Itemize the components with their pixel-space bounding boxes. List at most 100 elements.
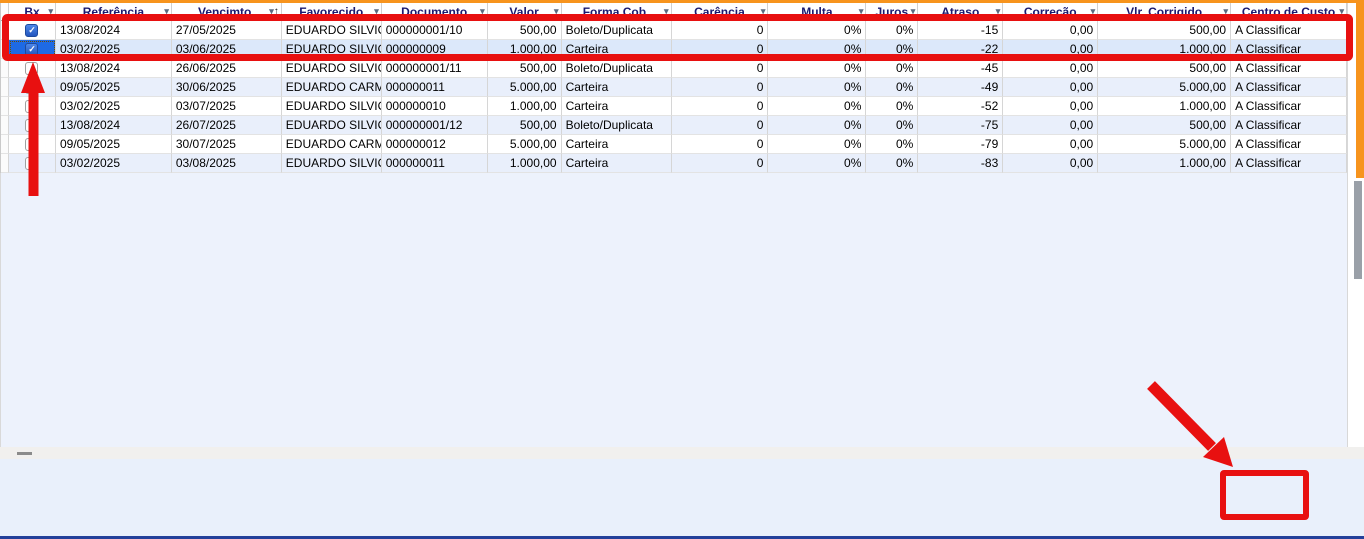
row-checkbox[interactable] bbox=[25, 80, 39, 94]
row-indicator-cell bbox=[1, 21, 9, 40]
cell-correcao: 0,00 bbox=[1003, 59, 1099, 78]
row-checkbox[interactable] bbox=[25, 156, 39, 170]
cell-documento: 000000001/12 bbox=[381, 116, 488, 135]
cell-correcao: 0,00 bbox=[1003, 154, 1099, 173]
column-header-forma_cob[interactable]: Forma Cob. ▾ bbox=[562, 3, 672, 20]
cell-multa: 0% bbox=[768, 154, 867, 173]
table-row[interactable]: ✓ 13/08/2024 27/05/2025 EDUARDO SILVIO 00000… bbox=[1, 21, 1348, 40]
filter-arrow-icon[interactable]: ▾ bbox=[995, 6, 1001, 16]
column-header-correcao[interactable]: Correção ▾ bbox=[1003, 3, 1099, 20]
cell-vlr_corrigido: 5.000,00 bbox=[1098, 135, 1232, 154]
cell-documento: 000000001/11 bbox=[381, 59, 488, 78]
filter-arrow-icon[interactable]: ▾ bbox=[858, 6, 864, 16]
filter-arrow-icon[interactable]: ▾ bbox=[663, 6, 669, 16]
cell-favorecido: EDUARDO CARMO bbox=[281, 78, 382, 97]
column-header-vlr_corrigido[interactable]: Vlr. Corrigido ▾ bbox=[1098, 3, 1232, 20]
cell-centro_custo: A Classificar bbox=[1231, 40, 1348, 59]
cell-valor: 5.000,00 bbox=[487, 135, 562, 154]
cell-valor: 500,00 bbox=[487, 59, 562, 78]
cell-vencimto: 30/07/2025 bbox=[171, 135, 282, 154]
column-header-label: Multa bbox=[801, 4, 833, 19]
scrollbar-thumb[interactable] bbox=[1354, 181, 1362, 279]
cell-forma_cob: Carteira bbox=[561, 40, 672, 59]
filter-arrow-icon[interactable]: ▾ bbox=[374, 6, 379, 16]
column-header-centro_custo[interactable]: Centro de Custo ▾ bbox=[1231, 3, 1347, 20]
cell-correcao: 0,00 bbox=[1003, 135, 1099, 154]
filter-arrow-icon[interactable]: ▾ bbox=[48, 6, 53, 16]
cell-atraso: -52 bbox=[918, 97, 1004, 116]
cell-favorecido: EDUARDO SILVIO bbox=[281, 154, 382, 173]
cell-vlr_corrigido: 1.000,00 bbox=[1098, 154, 1232, 173]
cell-valor: 500,00 bbox=[487, 21, 562, 40]
cell-favorecido: EDUARDO SILVIO bbox=[281, 116, 382, 135]
row-checkbox[interactable] bbox=[25, 61, 39, 75]
table-row[interactable]: 03/02/2025 03/07/2025 EDUARDO SILVIO 000000… bbox=[1, 97, 1348, 116]
cell-centro_custo: A Classificar bbox=[1231, 21, 1348, 40]
cell-vlr_corrigido: 500,00 bbox=[1098, 116, 1232, 135]
column-header-atraso[interactable]: Atraso ▾ bbox=[918, 3, 1004, 20]
cell-forma_cob: Boleto/Duplicata bbox=[561, 59, 672, 78]
cell-referencia: 03/02/2025 bbox=[55, 97, 172, 116]
panel-divider bbox=[0, 447, 1364, 459]
filter-arrow-icon[interactable]: ▾ bbox=[554, 6, 559, 16]
cell-centro_custo: A Classificar bbox=[1231, 135, 1348, 154]
cell-correcao: 0,00 bbox=[1003, 78, 1099, 97]
column-header-referencia[interactable]: Referência ▾ bbox=[56, 3, 172, 20]
filter-arrow-icon[interactable]: ▾ bbox=[910, 6, 916, 16]
column-header-label: Forma Cob. bbox=[582, 4, 650, 19]
row-checkbox[interactable]: ✓ bbox=[25, 42, 39, 56]
filter-arrow-icon[interactable]: ▾ bbox=[1090, 6, 1096, 16]
column-header-favorecido[interactable]: Favorecido ▾ bbox=[282, 3, 382, 20]
table-row[interactable]: 13/08/2024 26/07/2025 EDUARDO SILVIO 000000… bbox=[1, 116, 1348, 135]
cell-favorecido: EDUARDO CARMO bbox=[281, 135, 382, 154]
column-header-juros[interactable]: Juros ▾ bbox=[866, 3, 919, 20]
cell-vencimto: 30/06/2025 bbox=[171, 78, 282, 97]
cell-carencia: 0 bbox=[671, 135, 769, 154]
filter-arrow-icon[interactable]: ▾ bbox=[760, 6, 766, 16]
cell-centro_custo: A Classificar bbox=[1231, 78, 1348, 97]
column-header-documento[interactable]: Documento ▾ bbox=[382, 3, 488, 20]
column-header-label: Bx bbox=[24, 4, 40, 19]
filter-arrow-icon[interactable]: ▾ bbox=[164, 6, 169, 16]
column-header-vencimto[interactable]: Vencimto. ▾↑ bbox=[172, 3, 282, 20]
cell-bx bbox=[9, 116, 56, 135]
table-row[interactable]: 03/02/2025 03/08/2025 EDUARDO SILVIO 000000… bbox=[1, 154, 1348, 173]
row-indicator-cell bbox=[1, 135, 9, 154]
cell-centro_custo: A Classificar bbox=[1231, 97, 1348, 116]
current-row-pointer-icon bbox=[2, 45, 7, 53]
table-row[interactable]: 13/08/2024 26/06/2025 EDUARDO SILVIO 000000… bbox=[1, 59, 1348, 78]
cell-juros: 0% bbox=[866, 116, 919, 135]
cell-correcao: 0,00 bbox=[1003, 116, 1099, 135]
vertical-scrollbar[interactable] bbox=[1347, 3, 1364, 447]
column-header-valor[interactable]: Valor ▾ bbox=[488, 3, 562, 20]
cell-centro_custo: A Classificar bbox=[1231, 116, 1348, 135]
cell-carencia: 0 bbox=[671, 116, 769, 135]
window-top-border bbox=[0, 0, 1364, 3]
cell-bx bbox=[9, 135, 56, 154]
cell-multa: 0% bbox=[768, 116, 867, 135]
filter-arrow-icon[interactable]: ▾ bbox=[1339, 6, 1344, 16]
filter-arrow-icon[interactable]: ▾↑ bbox=[269, 6, 279, 17]
row-indicator-cell bbox=[1, 154, 9, 173]
cell-valor: 5.000,00 bbox=[487, 78, 562, 97]
splitter-grip[interactable] bbox=[17, 452, 32, 455]
cell-multa: 0% bbox=[768, 97, 867, 116]
column-header-bx[interactable]: Bx ▾ bbox=[9, 3, 56, 20]
column-header-carencia[interactable]: Carência ▾ bbox=[672, 3, 769, 20]
cell-forma_cob: Carteira bbox=[561, 78, 672, 97]
cell-vlr_corrigido: 500,00 bbox=[1098, 21, 1232, 40]
cell-documento: 000000011 bbox=[381, 78, 488, 97]
cell-vlr_corrigido: 1.000,00 bbox=[1098, 40, 1232, 59]
row-checkbox[interactable] bbox=[25, 99, 39, 113]
row-checkbox[interactable] bbox=[25, 118, 39, 132]
table-row[interactable]: ✓ 03/02/2025 03/06/2025 EDUARDO SILVIO 00000… bbox=[1, 40, 1348, 59]
filter-arrow-icon[interactable]: ▾ bbox=[1223, 6, 1229, 16]
cell-juros: 0% bbox=[866, 135, 919, 154]
column-header-multa[interactable]: Multa ▾ bbox=[768, 3, 867, 20]
filter-arrow-icon[interactable]: ▾ bbox=[480, 6, 485, 16]
row-checkbox[interactable] bbox=[25, 137, 39, 151]
cell-forma_cob: Carteira bbox=[561, 97, 672, 116]
row-checkbox[interactable]: ✓ bbox=[25, 23, 39, 37]
